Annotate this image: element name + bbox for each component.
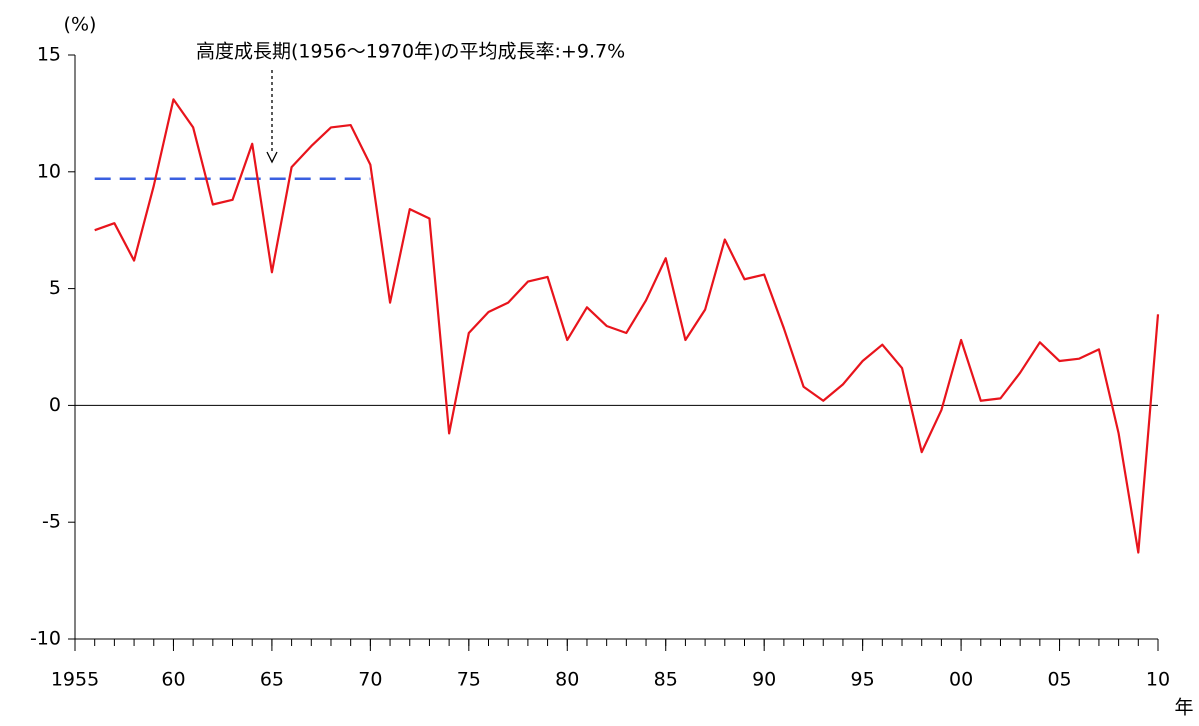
x-tick-label: 85	[654, 669, 678, 691]
x-tick-label: 95	[851, 669, 875, 691]
x-tick-label: 10	[1146, 669, 1170, 691]
x-tick-label: 00	[949, 669, 973, 691]
x-tick-label: 1955	[51, 669, 99, 691]
x-tick-label: 80	[555, 669, 579, 691]
y-tick-label: 0	[49, 394, 61, 416]
x-tick-label: 70	[358, 669, 382, 691]
x-axis-label: 年	[1174, 697, 1193, 719]
x-tick-label: 60	[161, 669, 185, 691]
x-tick-label: 75	[457, 669, 481, 691]
x-tick-label: 65	[260, 669, 284, 691]
y-tick-label: 5	[49, 277, 61, 299]
annotation: 高度成長期(1956〜1970年)の平均成長率:+9.7%	[196, 41, 625, 63]
y-tick-label: 15	[37, 44, 61, 66]
x-tick-label: 90	[752, 669, 776, 691]
x-tick-label: 05	[1047, 669, 1071, 691]
y-tick-label: -10	[30, 628, 61, 650]
y-axis-label: (%)	[64, 14, 97, 36]
arrow-head	[266, 151, 278, 164]
data-line	[94, 98, 1160, 554]
y-tick-label: 10	[37, 160, 61, 182]
y-tick-label: -5	[42, 511, 61, 533]
